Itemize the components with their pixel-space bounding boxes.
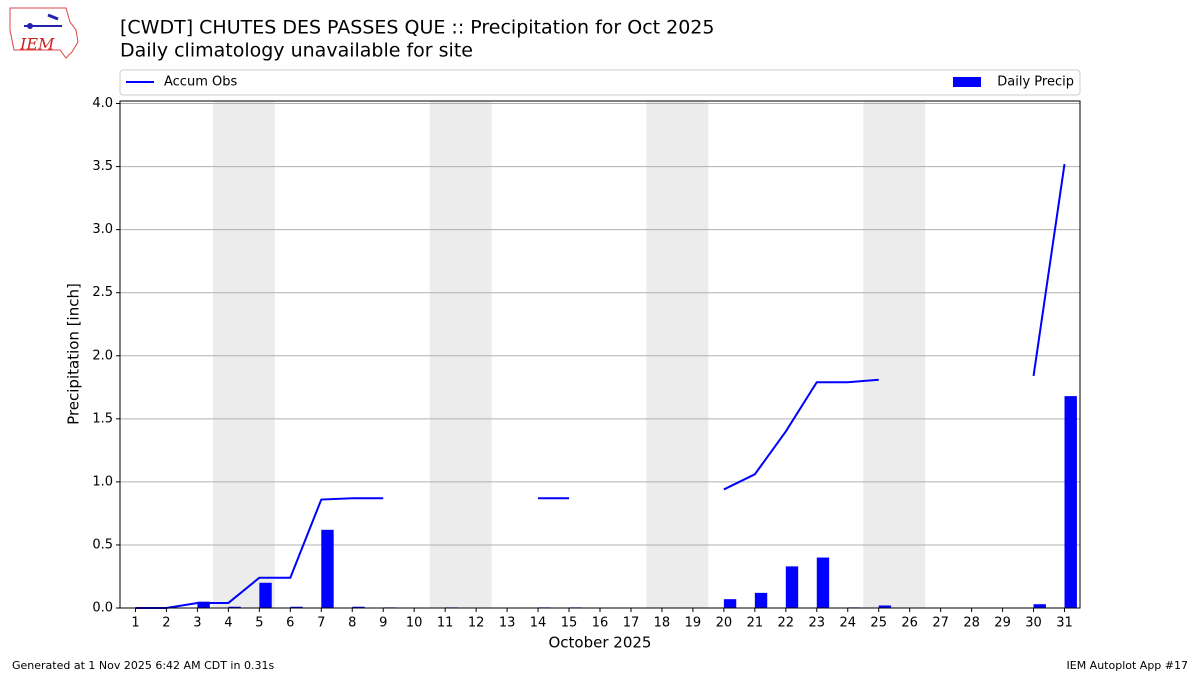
y-tick-label: 1.5 [92, 411, 113, 426]
x-tick-label: 4 [224, 616, 232, 631]
y-tick-label: 0.0 [92, 601, 113, 616]
y-tick-label: 2.0 [92, 348, 113, 363]
x-tick-label: 21 [747, 616, 764, 631]
weekend-band [429, 101, 492, 608]
x-tick-label: 16 [592, 616, 609, 631]
bar [816, 557, 830, 608]
x-tick-label: 10 [406, 616, 423, 631]
x-tick-label: 19 [685, 616, 702, 631]
x-tick-label: 13 [499, 616, 516, 631]
chart-subtitle: Daily climatology unavailable for site [120, 40, 473, 62]
plot-frame [119, 100, 1081, 609]
chart-title: [CWDT] CHUTES DES PASSES QUE :: Precipit… [120, 17, 714, 39]
x-tick-label: 27 [932, 616, 949, 631]
y-tick-label: 3.0 [92, 222, 113, 237]
bar [878, 605, 892, 608]
x-tick-label: 6 [286, 616, 294, 631]
bar [321, 529, 334, 608]
x-tick-label: 12 [468, 616, 485, 631]
y-tick-label: 0.5 [92, 537, 113, 552]
bar [754, 592, 768, 608]
legend-label: Daily Precip [997, 75, 1074, 90]
bar [290, 606, 303, 608]
x-tick-label: 1 [131, 616, 139, 631]
bar [197, 601, 210, 608]
bar [228, 606, 241, 608]
x-tick-label: 22 [778, 616, 795, 631]
y-tick-label: 1.0 [92, 474, 113, 489]
x-tick-label: 3 [193, 616, 201, 631]
x-tick-label: 24 [839, 616, 856, 631]
y-tick-label: 4.0 [92, 96, 113, 111]
x-tick-label: 2 [162, 616, 170, 631]
x-tick-label: 17 [623, 616, 640, 631]
x-tick-label: 15 [561, 616, 578, 631]
y-tick-label: 2.5 [92, 285, 113, 300]
x-tick-label: 20 [716, 616, 733, 631]
weekend-band [212, 101, 275, 608]
x-tick-label: 26 [901, 616, 918, 631]
x-tick-label: 25 [870, 616, 887, 631]
legend-swatch [953, 77, 981, 87]
footer-right: IEM Autoplot App #17 [1067, 659, 1189, 672]
x-tick-label: 30 [1025, 616, 1042, 631]
bar [259, 582, 272, 608]
accum-line [135, 163, 1066, 609]
weekend-band [646, 101, 709, 608]
x-tick-label: 28 [963, 616, 980, 631]
bar [785, 566, 799, 608]
x-tick-label: 23 [809, 616, 826, 631]
logo: IEM [9, 7, 79, 59]
bar [1064, 396, 1077, 608]
x-tick-label: 7 [317, 616, 325, 631]
weekend-band [863, 101, 926, 608]
bar [352, 606, 365, 608]
y-tick-label: 3.5 [92, 159, 113, 174]
legend-box [119, 69, 1081, 96]
x-tick-label: 29 [994, 616, 1011, 631]
bar [723, 599, 737, 608]
x-tick-label: 8 [348, 616, 356, 631]
x-tick-label: 18 [654, 616, 671, 631]
x-tick-label: 31 [1056, 616, 1073, 631]
logo-text: IEM [19, 35, 55, 54]
x-tick-label: 11 [437, 616, 454, 631]
x-axis-label: October 2025 [549, 634, 652, 652]
x-tick-label: 5 [255, 616, 263, 631]
bar [1033, 604, 1046, 608]
x-tick-label: 14 [530, 616, 547, 631]
y-axis-label: Precipitation [inch] [65, 283, 83, 425]
x-tick-label: 9 [379, 616, 387, 631]
footer-left: Generated at 1 Nov 2025 6:42 AM CDT in 0… [12, 659, 274, 672]
legend-label: Accum Obs [164, 75, 237, 90]
